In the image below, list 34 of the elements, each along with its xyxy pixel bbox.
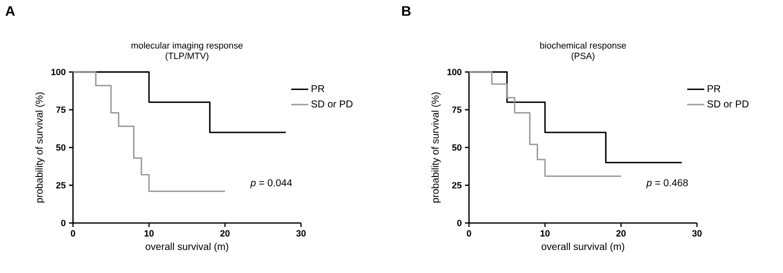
y-tick-label: 0	[457, 220, 462, 226]
y-tick-label: 25	[452, 182, 462, 188]
y-tick-label: 100	[51, 68, 66, 76]
legend-label: PR	[312, 85, 324, 92]
y-tick-label: 0	[61, 220, 66, 226]
legend-label: PR	[708, 85, 720, 92]
chart-title: biochemical response	[540, 42, 626, 50]
annotation: p = 0.468	[646, 179, 688, 188]
x-tick-label: 0	[466, 230, 472, 237]
x-tick-label: 20	[220, 230, 230, 237]
x-axis-title: overall survival (m)	[146, 242, 228, 252]
x-tick-label: 10	[144, 230, 154, 237]
chart-subtitle: (TLP/MTV)	[166, 52, 208, 61]
y-tick-label: 50	[452, 144, 462, 151]
x-tick-label: 30	[692, 230, 702, 237]
x-tick-label: 0	[70, 230, 76, 237]
y-tick-label: 25	[56, 182, 66, 188]
text: B	[402, 6, 411, 16]
x-axis-title: overall survival (m)	[542, 242, 624, 252]
chart-subtitle: (PSA)	[572, 52, 594, 61]
legend-label: SD or PD	[311, 100, 352, 108]
y-tick-label: 50	[56, 144, 66, 151]
x-tick-label: 30	[296, 230, 306, 237]
x-tick-label: 10	[540, 230, 550, 237]
y-axis-title: probability of survival (%)	[35, 92, 45, 203]
y-tick-label: 75	[452, 106, 462, 113]
legend-label: SD or PD	[707, 100, 748, 108]
x-tick-label: 20	[616, 230, 626, 237]
y-tick-label: 75	[56, 106, 66, 113]
text: A	[6, 6, 15, 16]
annotation: p = 0.044	[250, 179, 292, 188]
y-axis-title: probability of survival (%)	[431, 92, 441, 203]
y-tick-label: 100	[447, 68, 462, 76]
chart-title: molecular imaging response	[132, 42, 243, 50]
